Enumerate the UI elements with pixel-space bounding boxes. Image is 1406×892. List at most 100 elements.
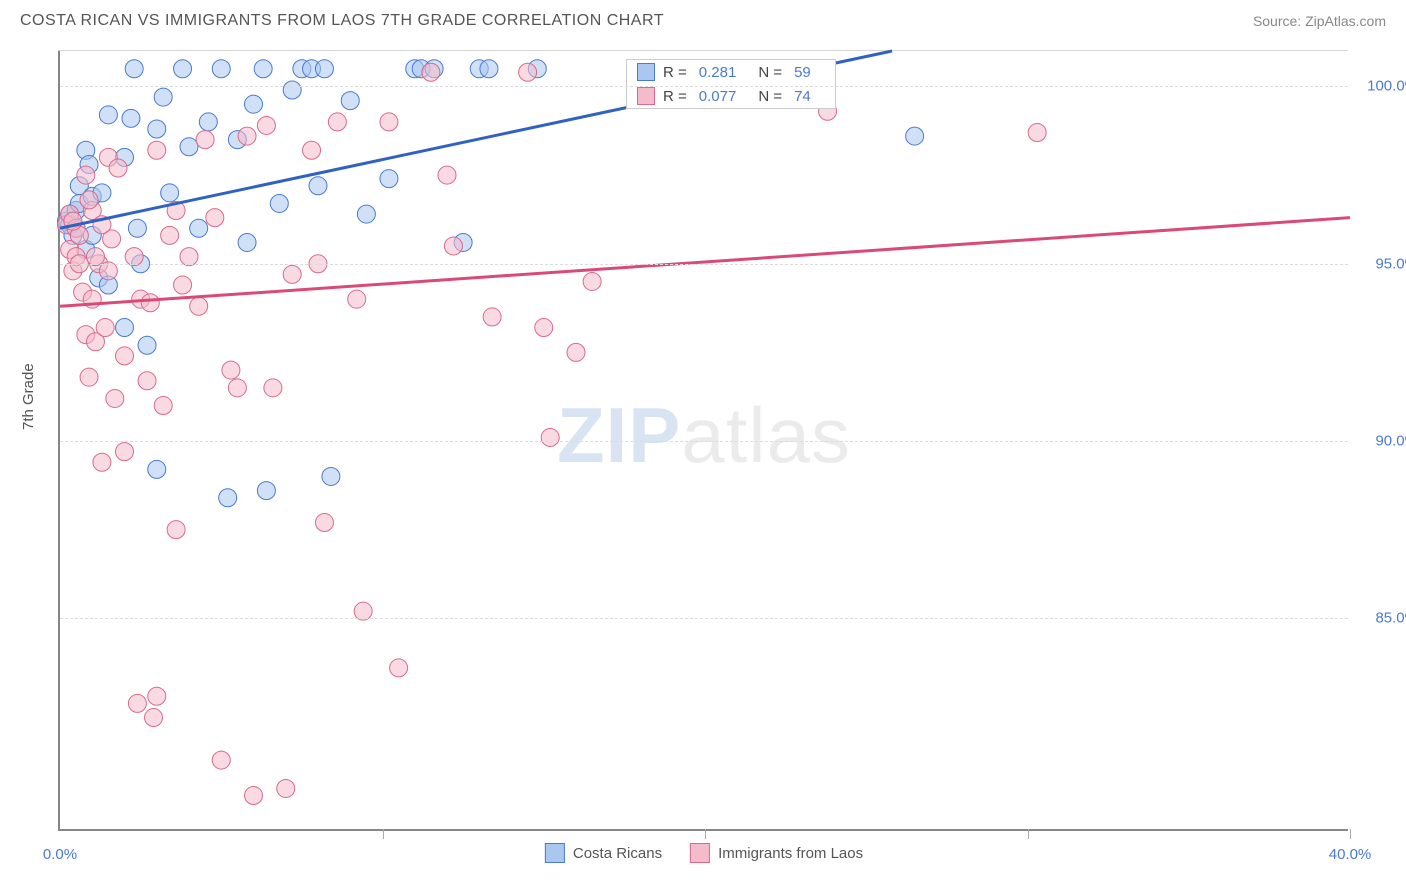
data-point	[380, 113, 398, 131]
data-point	[270, 194, 288, 212]
data-point	[145, 709, 163, 727]
gridline-h	[60, 264, 1348, 265]
x-tick-label: 40.0%	[1329, 846, 1372, 863]
legend-swatch-0	[637, 63, 655, 81]
source-attribution: Source: ZipAtlas.com	[1253, 13, 1386, 29]
legend-stats-row-1: R = 0.077 N = 74	[627, 84, 835, 108]
data-point	[422, 63, 440, 81]
data-point	[138, 336, 156, 354]
data-point	[154, 88, 172, 106]
data-point	[148, 687, 166, 705]
data-point	[180, 138, 198, 156]
data-point	[1028, 124, 1046, 142]
data-point	[315, 514, 333, 532]
data-point	[219, 489, 237, 507]
data-point	[116, 319, 134, 337]
chart-title: COSTA RICAN VS IMMIGRANTS FROM LAOS 7TH …	[20, 12, 664, 30]
data-point	[238, 127, 256, 145]
y-tick-label: 95.0%	[1358, 255, 1406, 272]
data-point	[322, 467, 340, 485]
data-point	[167, 521, 185, 539]
data-point	[128, 694, 146, 712]
data-point	[238, 233, 256, 251]
stat-r-value-0: 0.281	[699, 64, 737, 81]
data-point	[148, 141, 166, 159]
stat-n-label: N =	[758, 64, 782, 81]
legend-stats-row-0: R = 0.281 N = 59	[627, 60, 835, 84]
data-point	[196, 131, 214, 149]
data-point	[519, 63, 537, 81]
data-point	[444, 237, 462, 255]
data-point	[277, 779, 295, 797]
data-point	[212, 751, 230, 769]
data-point	[128, 219, 146, 237]
data-point	[106, 389, 124, 407]
data-point	[583, 272, 601, 290]
data-point	[174, 60, 192, 78]
legend-swatch-1	[637, 87, 655, 105]
data-point	[161, 226, 179, 244]
data-point	[257, 116, 275, 134]
x-tick	[705, 829, 706, 839]
y-tick-label: 90.0%	[1358, 433, 1406, 450]
bottom-legend-label-0: Costa Ricans	[573, 845, 662, 862]
data-point	[174, 276, 192, 294]
data-point	[254, 60, 272, 78]
gridline-h	[60, 86, 1348, 87]
y-axis-label: 7th Grade	[20, 363, 37, 430]
data-point	[390, 659, 408, 677]
data-point	[303, 141, 321, 159]
stat-r-value-1: 0.077	[699, 88, 737, 105]
stat-n-label: N =	[758, 88, 782, 105]
data-point	[99, 106, 117, 124]
stat-n-value-0: 59	[794, 64, 811, 81]
data-point	[96, 319, 114, 337]
data-point	[93, 453, 111, 471]
data-point	[348, 290, 366, 308]
data-point	[148, 460, 166, 478]
data-point	[222, 361, 240, 379]
data-point	[283, 265, 301, 283]
x-tick	[1350, 829, 1351, 839]
data-point	[116, 347, 134, 365]
data-point	[154, 397, 172, 415]
bottom-legend-swatch-1	[690, 843, 710, 863]
data-point	[206, 209, 224, 227]
bottom-legend-swatch-0	[545, 843, 565, 863]
data-point	[480, 60, 498, 78]
x-tick-label: 0.0%	[43, 846, 77, 863]
data-point	[190, 219, 208, 237]
data-point	[122, 109, 140, 127]
data-point	[125, 60, 143, 78]
data-point	[161, 184, 179, 202]
data-point	[535, 319, 553, 337]
data-point	[245, 787, 263, 805]
y-tick-label: 100.0%	[1358, 78, 1406, 95]
bottom-legend-label-1: Immigrants from Laos	[718, 845, 863, 862]
data-point	[80, 368, 98, 386]
data-point	[80, 191, 98, 209]
data-point	[328, 113, 346, 131]
data-point	[212, 60, 230, 78]
data-point	[438, 166, 456, 184]
data-point	[483, 308, 501, 326]
data-point	[245, 95, 263, 113]
data-point	[141, 294, 159, 312]
legend-stats-box: R = 0.281 N = 59 R = 0.077 N = 74	[626, 59, 836, 109]
gridline-h	[60, 441, 1348, 442]
data-point	[228, 379, 246, 397]
bottom-legend-item-0: Costa Ricans	[545, 843, 662, 863]
trend-line	[60, 218, 1350, 307]
data-point	[257, 482, 275, 500]
bottom-legend: Costa Ricans Immigrants from Laos	[545, 843, 863, 863]
data-point	[264, 379, 282, 397]
chart-area: ZIPatlas R = 0.281 N = 59 R = 0.077 N = …	[58, 50, 1348, 830]
data-point	[341, 92, 359, 110]
stat-n-value-1: 74	[794, 88, 811, 105]
data-point	[138, 372, 156, 390]
plot-region: ZIPatlas R = 0.281 N = 59 R = 0.077 N = …	[58, 51, 1348, 831]
stat-r-label: R =	[663, 88, 687, 105]
data-point	[190, 297, 208, 315]
data-point	[567, 343, 585, 361]
data-point	[109, 159, 127, 177]
